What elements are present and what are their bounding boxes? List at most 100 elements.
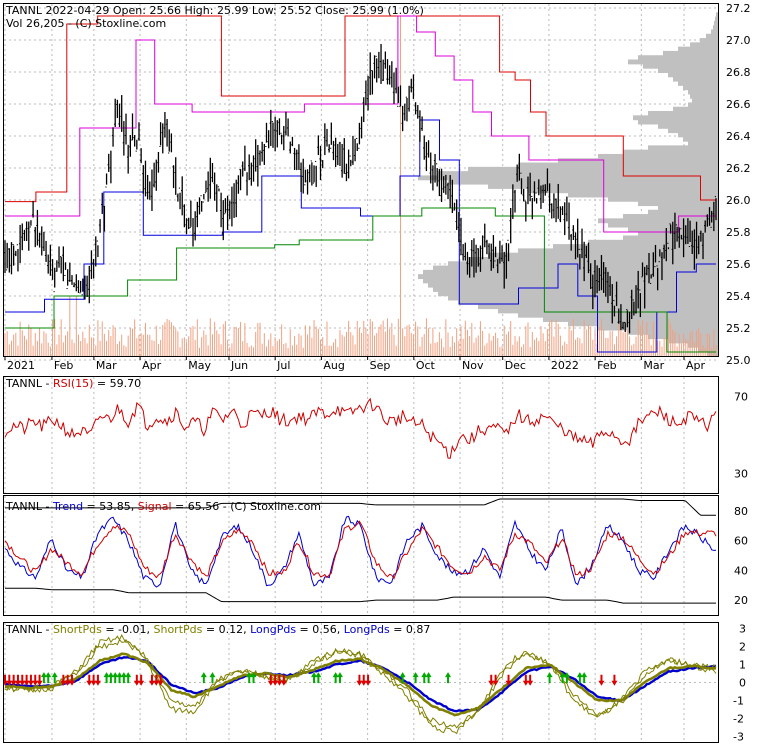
trend-title: TANNL - Trend = 53.85, Signal = 65.56 - … <box>5 500 321 513</box>
down-arrow-icon <box>64 674 71 686</box>
x-tick-label: Mar <box>643 359 664 372</box>
volume-profile-bar <box>690 42 718 48</box>
rsi-y-tick-label: 70 <box>734 390 748 403</box>
trend-line <box>4 515 717 588</box>
trend-plot <box>4 498 717 604</box>
down-arrow-icon <box>36 674 43 686</box>
x-tick-label: Oct <box>416 359 436 372</box>
price-y-tick-label: 25.0 <box>726 354 751 367</box>
down-arrow-icon <box>527 674 534 686</box>
down-arrow-icon <box>32 674 39 686</box>
volume-profile-bar <box>668 72 718 78</box>
down-arrow-icon <box>60 674 67 686</box>
up-arrow-icon <box>116 672 123 684</box>
volume-profile-bar <box>692 98 718 104</box>
rsi-panel-frame <box>3 376 719 494</box>
signal-value: = 65.56 <box>172 500 220 513</box>
rsi-y-tick-label: 30 <box>734 468 748 481</box>
longpds-1-label: LongPds <box>250 623 296 636</box>
volume-profile-bar <box>638 201 718 207</box>
volume-profile-bar <box>558 158 718 164</box>
x-tick-label: Apr <box>142 359 162 372</box>
down-arrow-icon <box>4 674 8 686</box>
x-tick-label: 2021 <box>7 359 35 372</box>
rsi-label: RSI(15) <box>53 377 93 390</box>
up-arrow-icon <box>445 672 452 684</box>
volume-profile-bar <box>518 162 718 168</box>
pds-symbol: TANNL <box>5 623 43 636</box>
price-bars <box>4 43 717 334</box>
down-arrow-icon <box>280 674 287 686</box>
volume-profile-bar <box>658 123 718 129</box>
volume-profile-bar <box>458 299 718 305</box>
volume-profile-bar <box>623 149 718 155</box>
up-arrow-icon <box>51 672 58 684</box>
volume-profile-bar <box>715 16 718 22</box>
volume-profile-bar <box>543 317 718 322</box>
volume-profile-bar <box>418 274 718 280</box>
volume-profile-bar <box>448 295 718 301</box>
down-arrow-icon <box>148 674 155 686</box>
up-arrow-icon <box>40 672 47 684</box>
indicator-grid <box>4 377 685 742</box>
volume-bars <box>4 16 717 356</box>
longpds-2-label: LongPds <box>344 623 390 636</box>
down-arrow-icon <box>6 674 13 686</box>
volume-profile-bar <box>528 188 718 194</box>
magenta-band-line <box>5 15 716 233</box>
price-y-tick-label: 25.4 <box>726 290 751 303</box>
up-arrow-icon <box>421 672 428 684</box>
volume-profile-bar <box>638 119 718 125</box>
volume-profile-bar <box>673 106 718 112</box>
volume-profile-bar <box>488 184 718 189</box>
shortpds-2-line <box>4 638 717 729</box>
pds-y-tick-label: -2 <box>733 713 744 726</box>
up-arrow-icon <box>412 672 419 684</box>
trend-y-tick-label: 60 <box>734 535 748 548</box>
shortpds-1-value: = -0.01, <box>102 623 154 636</box>
down-arrow-icon <box>492 674 499 686</box>
volume-profile-bar <box>553 244 718 249</box>
volume-profile-bar <box>623 235 718 241</box>
x-axis-ticks: 2021 Feb Mar Apr May Jun Jul Aug Sep Oct Nov Dec 202… <box>4 356 706 372</box>
volume-profile-bar <box>598 218 718 224</box>
volume-profile-bar <box>658 205 718 211</box>
pds-y-tick-label: 0 <box>739 677 746 690</box>
price-y-tick-label: 25.2 <box>726 322 751 335</box>
trend-envelope-bottom <box>5 587 716 604</box>
up-arrow-icon <box>125 672 132 684</box>
volume-profile-bar <box>648 111 718 116</box>
x-tick-label: Aug <box>323 359 344 372</box>
down-arrow-icon <box>505 674 512 686</box>
trend-envelope-top <box>5 498 716 516</box>
up-arrow-icon <box>546 672 553 684</box>
up-arrow-icon <box>399 672 406 684</box>
volume-profile-bar <box>633 115 718 121</box>
volume-profile-bar <box>598 325 718 331</box>
down-arrow-icon <box>138 674 145 686</box>
volume-profile <box>418 12 718 356</box>
volume-profile-bar <box>678 132 718 138</box>
x-tick-label: Feb <box>597 359 616 372</box>
volume-profile-bar <box>688 102 718 108</box>
volume-profile-bar <box>418 175 718 181</box>
longpds-1-value: = 0.56, <box>296 623 344 636</box>
trend-label: Trend <box>52 500 83 513</box>
up-arrow-icon <box>332 672 339 684</box>
up-arrow-icon <box>45 672 52 684</box>
rsi-dash: - <box>42 377 53 390</box>
up-arrow-icon <box>315 672 322 684</box>
up-arrow-icon <box>103 672 110 684</box>
volume-profile-bar <box>468 256 718 262</box>
down-arrow-icon <box>272 674 279 686</box>
volume-profile-bar <box>663 50 718 56</box>
trend-y-tick-label: 20 <box>734 594 748 607</box>
pds-title: TANNL - ShortPds = -0.01, ShortPds = 0.1… <box>5 623 430 636</box>
up-arrow-icon <box>559 672 566 684</box>
volume-profile-bar <box>711 29 718 35</box>
down-arrow-icon <box>488 674 495 686</box>
volume-profile-bar <box>608 222 718 228</box>
down-arrow-icon <box>10 674 17 686</box>
